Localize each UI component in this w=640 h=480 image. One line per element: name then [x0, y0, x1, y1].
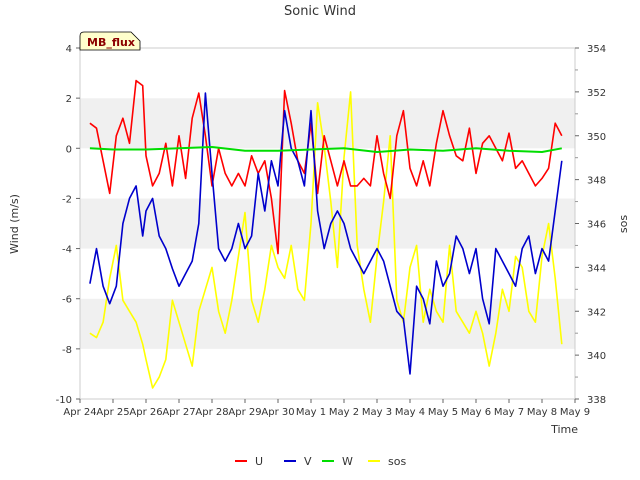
y-tick-label: -6 — [62, 295, 72, 306]
series-line-w — [89, 146, 562, 153]
x-axis-label: Time — [550, 423, 578, 436]
y-tick-label: -4 — [62, 245, 72, 256]
series-layer — [89, 79, 563, 389]
badge-shape — [79, 31, 141, 51]
y-tick-label: -2 — [62, 194, 72, 205]
y2-tick-label: 346 — [587, 220, 606, 231]
x-tick-label: Apr 25 — [96, 407, 129, 418]
legend-label-v: V — [304, 455, 312, 468]
grid-band — [80, 348, 575, 399]
x-tick-label: May 9 — [560, 407, 590, 418]
grid-bands — [80, 48, 575, 399]
y2-tick-label: 354 — [587, 44, 606, 55]
legend-label-w: W — [342, 455, 353, 468]
grid-band — [80, 198, 575, 249]
grid-band — [80, 48, 575, 99]
series-line-u — [89, 79, 563, 255]
x-tick-label: May 1 — [296, 407, 326, 418]
y2-tick-label: 348 — [587, 176, 606, 187]
x-tick-label: Apr 27 — [162, 407, 195, 418]
legend-label-u: U — [255, 455, 263, 468]
x-tick-label: May 4 — [395, 407, 425, 418]
y2-tick-label: 350 — [587, 132, 606, 143]
y-tick-label: -8 — [62, 345, 72, 356]
legend-label-sos: sos — [388, 455, 406, 468]
x-tick-label: May 5 — [428, 407, 458, 418]
grid-band — [80, 298, 575, 349]
y-axis-left: -10 -8 -6 -4 -2 0 2 4 — [56, 44, 80, 406]
site-badge: MB_flux — [79, 31, 141, 51]
x-tick-label: Apr 26 — [129, 407, 162, 418]
y-tick-label: 4 — [66, 44, 72, 55]
y2-tick-label: 342 — [587, 307, 606, 318]
y-axis-label: Wind (m/s) — [8, 194, 21, 254]
y2-tick-label: 340 — [587, 351, 606, 362]
y2-tick-label: 352 — [587, 88, 606, 99]
y-tick-label: 2 — [66, 94, 72, 105]
x-tick-label: May 7 — [494, 407, 524, 418]
grid-band — [80, 248, 575, 299]
x-axis: Apr 24 Apr 25 Apr 26 Apr 27 Apr 28 Apr 29 Apr … — [63, 399, 590, 418]
x-tick-label: May 3 — [362, 407, 392, 418]
y2-tick-label: 344 — [587, 263, 606, 274]
x-tick-label: May 2 — [329, 407, 359, 418]
x-tick-label: Apr 28 — [195, 407, 228, 418]
y-tick-label: 0 — [66, 144, 72, 155]
badge-label: MB_flux — [87, 36, 135, 49]
grid-band — [80, 98, 575, 149]
y2-axis-label: sos — [617, 215, 630, 233]
x-tick-label: May 6 — [461, 407, 491, 418]
x-tick-label: Apr 29 — [228, 407, 261, 418]
series-line-v — [89, 92, 563, 375]
x-tick-label: Apr 30 — [261, 407, 294, 418]
x-tick-label: Apr 24 — [63, 407, 96, 418]
x-tick-label: May 8 — [527, 407, 557, 418]
y-tick-label: -10 — [56, 395, 72, 406]
y-axis-right: 338 340 342 344 346 348 350 352 354 — [575, 44, 606, 406]
series-line-sos — [89, 91, 563, 389]
y2-tick-label: 338 — [587, 395, 606, 406]
chart-title: Sonic Wind — [284, 4, 356, 19]
